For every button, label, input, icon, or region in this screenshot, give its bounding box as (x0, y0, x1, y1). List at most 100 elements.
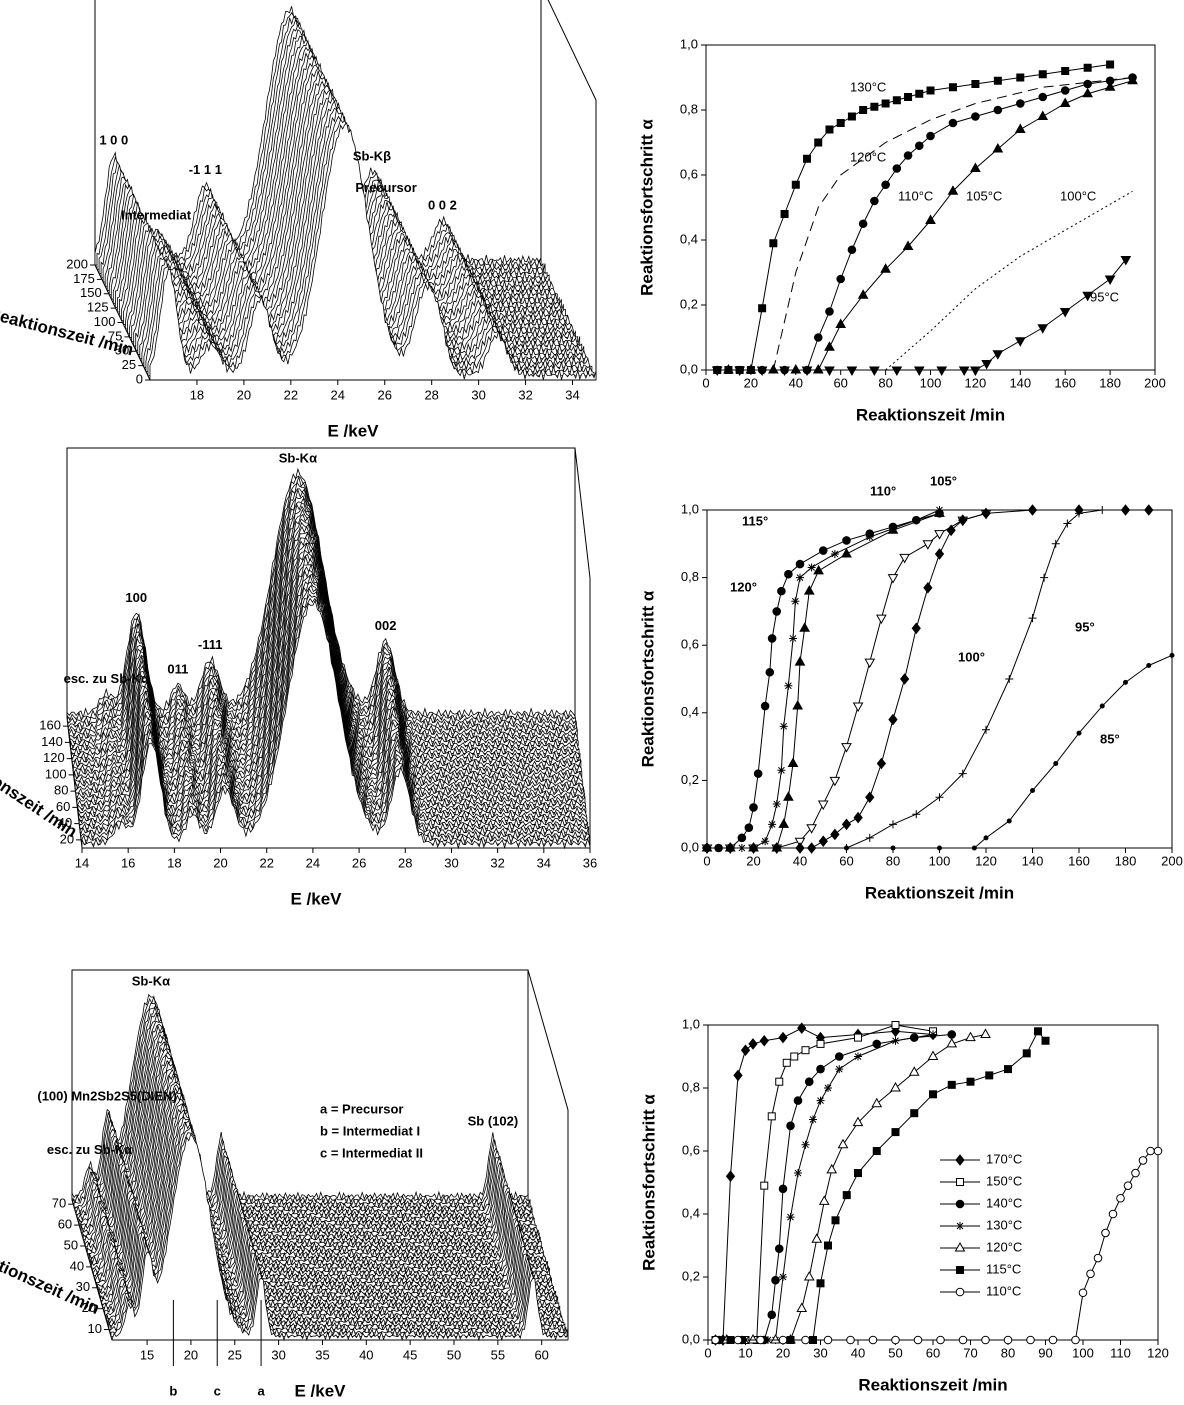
series-label: 95°C (1090, 289, 1119, 304)
series-label: 95° (1075, 619, 1095, 634)
marker (955, 1287, 965, 1297)
marker (797, 1022, 807, 1034)
marker (778, 818, 790, 828)
peak-label: -111 (198, 637, 223, 652)
x-tick-label: 15 (140, 1347, 154, 1362)
x-tick-label: 20 (184, 1347, 198, 1362)
peak-label: esc. zu Sb-Kα (47, 1142, 132, 1157)
spectrum (149, 121, 597, 382)
peak-label: Precursor (355, 180, 416, 195)
marker (981, 1335, 990, 1345)
marker (881, 99, 890, 108)
marker (846, 1335, 855, 1345)
series-line (715, 1027, 934, 1341)
marker (1071, 1335, 1080, 1345)
marker (786, 1213, 795, 1222)
marker (801, 1140, 810, 1149)
series-label: 120°C (850, 149, 886, 164)
marker (841, 818, 852, 831)
z-tick-label: 30 (76, 1279, 90, 1294)
x-tick-label: 60 (534, 1347, 548, 1362)
series-label: 110° (870, 483, 896, 498)
marker (887, 574, 899, 584)
z-tick-label: 50 (64, 1237, 78, 1252)
x-tick-label: 80 (878, 375, 892, 390)
marker (892, 96, 901, 105)
series-label: 130°C (850, 79, 886, 94)
x-axis-title: E /keV (294, 1381, 346, 1400)
x-tick-label: 140 (1009, 375, 1031, 390)
marker (852, 702, 864, 713)
marker (749, 803, 758, 812)
x-tick-label: 50 (888, 1345, 902, 1360)
marker (791, 597, 800, 606)
marker (801, 366, 813, 377)
marker (842, 1191, 851, 1200)
z-tick-label: 20 (82, 1300, 96, 1315)
marker (824, 366, 835, 377)
marker (935, 793, 944, 802)
marker (899, 673, 910, 685)
marker (794, 1169, 802, 1178)
x-tick-label: 60 (833, 375, 847, 390)
z-tick-label: 70 (52, 1196, 66, 1211)
peak-label: (100) Mn2Sb2S5(DIEN) (37, 1088, 176, 1103)
marker (1093, 1253, 1103, 1263)
marker (711, 1335, 720, 1345)
marker (908, 1066, 920, 1076)
marker (780, 210, 789, 218)
peak-label: Sb-Kα (132, 973, 170, 988)
z-tick-label: 140 (41, 734, 63, 749)
marker (779, 722, 788, 731)
marker (711, 366, 723, 377)
marker (835, 1065, 844, 1074)
marker (784, 569, 793, 579)
z-tick-label: 80 (54, 783, 68, 798)
marker (1038, 92, 1048, 102)
marker (947, 185, 959, 195)
legend-label: 120°C (986, 1239, 1022, 1254)
x-tick-label: 40 (851, 1345, 865, 1360)
marker (847, 112, 856, 121)
marker (789, 634, 798, 643)
marker (767, 363, 779, 374)
marker (936, 366, 948, 377)
x-tick-label: 110 (1110, 1345, 1131, 1360)
x-tick-label: 22 (284, 387, 298, 402)
marker (899, 553, 910, 564)
marker (725, 1170, 736, 1183)
marker (1104, 81, 1116, 91)
marker (891, 1036, 900, 1045)
series-line (772, 77, 1133, 371)
x-tick-label: 120 (965, 375, 987, 390)
marker (983, 835, 989, 841)
z-tick-label: 0 (136, 371, 143, 386)
x-tick-label: 35 (315, 1347, 329, 1362)
marker (836, 274, 846, 284)
x-tick-label: 180 (1099, 375, 1121, 390)
z-tick-label: 120 (43, 750, 65, 765)
marker (890, 1081, 901, 1092)
marker (1060, 86, 1070, 95)
marker (992, 142, 1004, 153)
marker (1146, 1146, 1155, 1156)
marker (796, 1302, 808, 1312)
marker (872, 1039, 882, 1049)
peak-label: 1 0 0 (99, 132, 128, 147)
marker (887, 524, 899, 534)
x-tick-label: 90 (1038, 1345, 1052, 1360)
x-tick-label: 0 (703, 853, 710, 868)
box-frame (71, 969, 569, 1341)
y-tick-label: 0,8 (682, 1079, 700, 1094)
marker (853, 811, 863, 824)
marker (1041, 1036, 1050, 1045)
series-line (719, 1033, 952, 1341)
marker (778, 1335, 788, 1345)
marker (971, 845, 977, 851)
y-axis-title: Reaktionsfortschritt α (639, 1094, 658, 1271)
marker (1082, 291, 1094, 302)
marker (1014, 123, 1026, 133)
marker (811, 1233, 823, 1243)
x-tick-label: 60 (926, 1345, 940, 1360)
x-tick-label: 24 (306, 855, 320, 870)
